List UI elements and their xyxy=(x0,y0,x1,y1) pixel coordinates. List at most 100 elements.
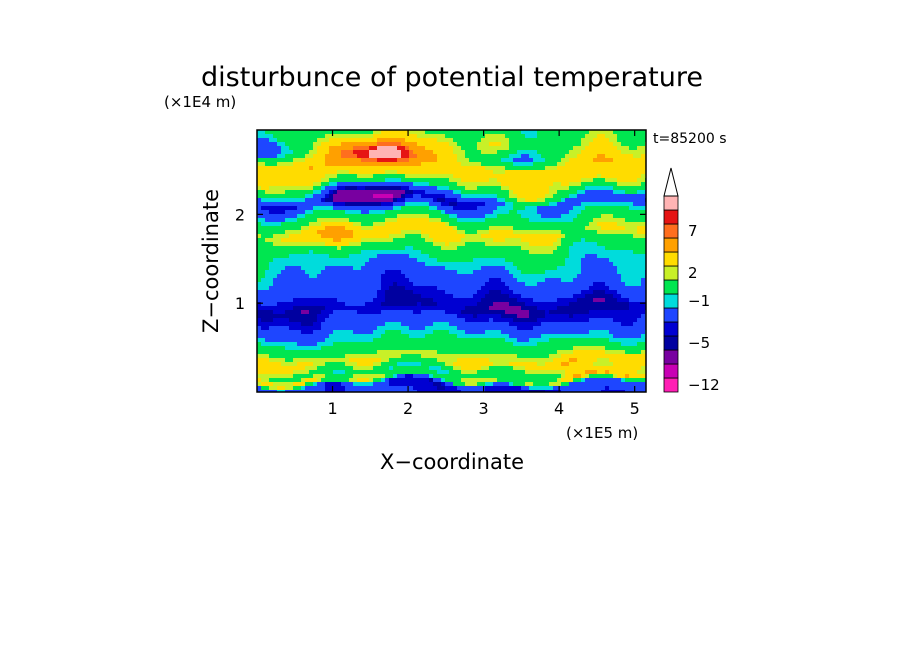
field-cell xyxy=(617,286,622,291)
field-cell xyxy=(525,274,530,279)
field-cell xyxy=(273,278,278,283)
field-cell xyxy=(421,138,426,143)
field-cell xyxy=(365,210,370,215)
field-cell xyxy=(329,258,334,263)
field-cell xyxy=(337,146,342,151)
field-cell xyxy=(281,314,286,319)
field-cell xyxy=(421,150,426,155)
field-cell xyxy=(617,322,622,327)
field-cell xyxy=(293,154,298,159)
field-cell xyxy=(621,146,626,151)
field-cell xyxy=(541,174,546,179)
field-cell xyxy=(637,290,642,295)
field-cell xyxy=(321,246,326,251)
field-cell xyxy=(369,226,374,231)
field-cell xyxy=(297,162,302,167)
field-cell xyxy=(613,158,618,163)
field-cell xyxy=(261,262,266,267)
field-cell xyxy=(497,130,502,135)
field-cell xyxy=(465,214,470,219)
field-cell xyxy=(293,266,298,271)
field-cell xyxy=(553,306,558,311)
field-cell xyxy=(313,286,318,291)
field-cell xyxy=(641,182,646,187)
field-cell xyxy=(525,278,530,283)
field-cell xyxy=(601,250,606,255)
field-cell xyxy=(309,258,314,263)
field-cell xyxy=(389,158,394,163)
field-cell xyxy=(369,258,374,263)
field-cell xyxy=(457,154,462,159)
field-cell xyxy=(473,242,478,247)
field-cell xyxy=(445,178,450,183)
field-cell xyxy=(585,234,590,239)
field-cell xyxy=(581,150,586,155)
field-cell xyxy=(269,270,274,275)
field-cell xyxy=(417,142,422,147)
field-cell xyxy=(305,330,310,335)
field-cell xyxy=(449,162,454,167)
field-cell xyxy=(353,290,358,295)
field-cell xyxy=(625,238,630,243)
field-cell xyxy=(629,298,634,303)
field-cell xyxy=(317,326,322,331)
field-cell xyxy=(489,310,494,315)
field-cell xyxy=(445,230,450,235)
field-cell xyxy=(365,202,370,207)
field-cell xyxy=(357,146,362,151)
field-cell xyxy=(313,230,318,235)
field-cell xyxy=(345,282,350,287)
field-cell xyxy=(521,218,526,223)
field-cell xyxy=(441,202,446,207)
field-cell xyxy=(489,314,494,319)
field-cell xyxy=(309,174,314,179)
field-cell xyxy=(517,242,522,247)
field-cell xyxy=(313,214,318,219)
field-cell xyxy=(517,274,522,279)
field-cell xyxy=(517,322,522,327)
field-cell xyxy=(565,270,570,275)
field-cell xyxy=(389,318,394,323)
field-cell xyxy=(553,150,558,155)
field-cell xyxy=(309,262,314,267)
field-cell xyxy=(309,294,314,299)
field-cell xyxy=(437,182,442,187)
field-cell xyxy=(301,322,306,327)
field-cell xyxy=(405,226,410,231)
field-cell xyxy=(541,146,546,151)
field-cell xyxy=(397,318,402,323)
field-cell xyxy=(377,330,382,335)
field-cell xyxy=(273,266,278,271)
field-cell xyxy=(341,306,346,311)
field-cell xyxy=(397,190,402,195)
field-cell xyxy=(421,310,426,315)
field-cell xyxy=(429,158,434,163)
field-cell xyxy=(433,246,438,251)
field-cell xyxy=(301,162,306,167)
field-cell xyxy=(369,154,374,159)
field-cell xyxy=(637,202,642,207)
field-cell xyxy=(261,146,266,151)
field-cell xyxy=(473,322,478,327)
field-cell xyxy=(289,234,294,239)
field-cell xyxy=(609,262,614,267)
field-cell xyxy=(301,166,306,171)
field-cell xyxy=(401,318,406,323)
field-cell xyxy=(389,146,394,151)
field-cell xyxy=(601,322,606,327)
field-cell xyxy=(505,278,510,283)
field-cell xyxy=(357,326,362,331)
field-cell xyxy=(533,130,538,135)
field-cell xyxy=(409,210,414,215)
field-cell xyxy=(581,218,586,223)
field-cell xyxy=(301,246,306,251)
field-cell xyxy=(285,306,290,311)
field-cell xyxy=(561,238,566,243)
field-cell xyxy=(337,158,342,163)
field-cell xyxy=(465,238,470,243)
field-cell xyxy=(393,130,398,135)
field-cell xyxy=(341,158,346,163)
field-cell xyxy=(477,270,482,275)
field-cell xyxy=(301,238,306,243)
